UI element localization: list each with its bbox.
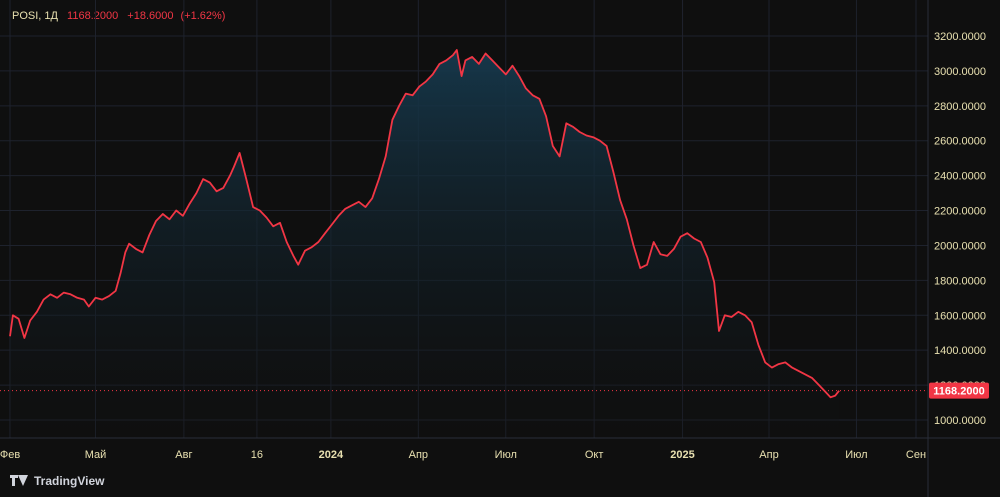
y-tick-label: 1600.0000 [934,310,986,322]
x-tick-label: Апр [409,449,428,461]
last-price-tag [929,382,989,399]
price-line-series [9,49,840,399]
y-tick-label: 2000.0000 [934,240,986,252]
x-tick-label: Июл [845,449,867,461]
x-tick-label: Авг [175,449,192,461]
y-tick-label: 2600.0000 [934,136,986,148]
y-tick-label: 1000.0000 [934,415,986,427]
y-tick-label: 1800.0000 [934,275,986,287]
y-tick-label: 3000.0000 [934,66,986,78]
tradingview-logo-icon [10,475,28,487]
x-tick-label: Апр [759,449,778,461]
x-tick-label: 16 [251,449,263,461]
x-tick-label: 2024 [319,449,344,461]
chart-legend: POSI, 1Д 1168.2000 +18.6000 (+1.62%) [12,10,225,22]
y-tick-label: 1400.0000 [934,345,986,357]
price-change-percent: (+1.62%) [180,10,226,22]
y-tick-label: 2400.0000 [934,171,986,183]
x-tick-label: Сен [906,449,926,461]
price-change: +18.6000 [127,10,174,22]
symbol-label: POSI, 1Д [12,10,58,22]
price-area-fill [10,50,840,438]
x-tick-label: Май [85,449,107,461]
brand-label: TradingView [34,474,105,488]
x-tick-label: 2025 [670,449,694,461]
last-price-value: 1168.2000 [67,10,119,22]
x-tick-label: Июл [495,449,517,461]
y-tick-label: 3200.0000 [934,31,986,43]
last-price-tag-label: 1168.2000 [933,386,984,398]
y-tick-label: 2200.0000 [934,206,986,218]
x-tick-label: Окт [585,449,604,461]
x-tick-label: Фев [0,449,20,461]
y-tick-label: 2800.0000 [934,101,986,113]
tradingview-brand[interactable]: TradingView [10,474,104,488]
